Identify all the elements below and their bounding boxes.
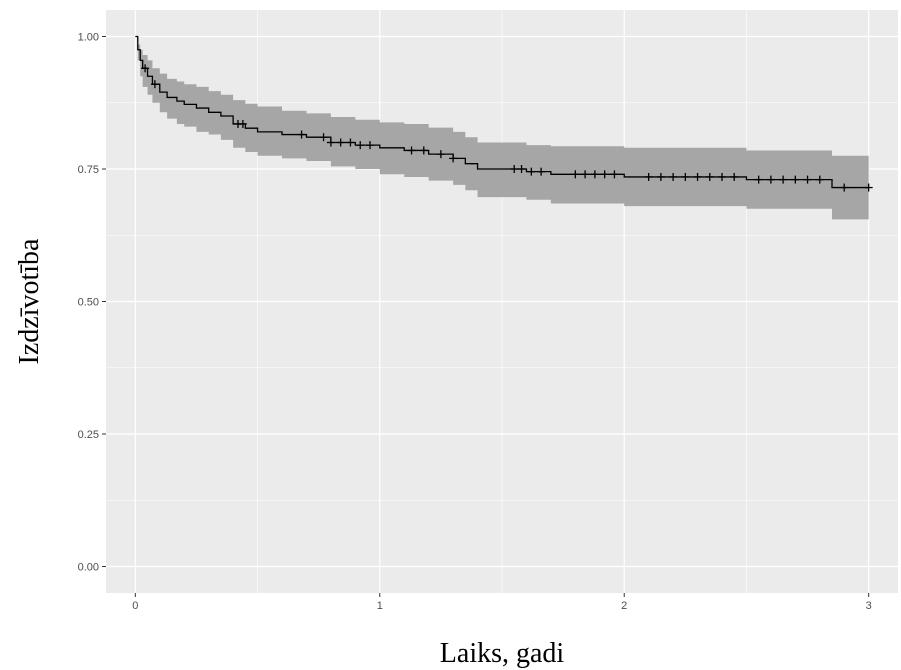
y-tick-label: 0.00 xyxy=(78,562,99,574)
y-tick-label: 0.75 xyxy=(78,164,99,176)
x-axis-title: Laiks, gadi xyxy=(440,638,565,669)
x-tick-label: 1 xyxy=(377,600,383,612)
y-tick-label: 1.00 xyxy=(78,32,99,44)
y-axis-ticks: 0.00 0.25 0.50 0.75 1.00 xyxy=(78,32,106,574)
y-tick-label: 0.25 xyxy=(78,429,99,441)
x-tick-label: 2 xyxy=(621,600,627,612)
x-axis-ticks: 0 1 2 3 xyxy=(132,593,871,612)
x-tick-label: 0 xyxy=(132,600,138,612)
y-tick-label: 0.50 xyxy=(78,297,99,309)
x-tick-label: 3 xyxy=(866,600,872,612)
y-axis-title: Izdzīvotība xyxy=(14,238,45,365)
